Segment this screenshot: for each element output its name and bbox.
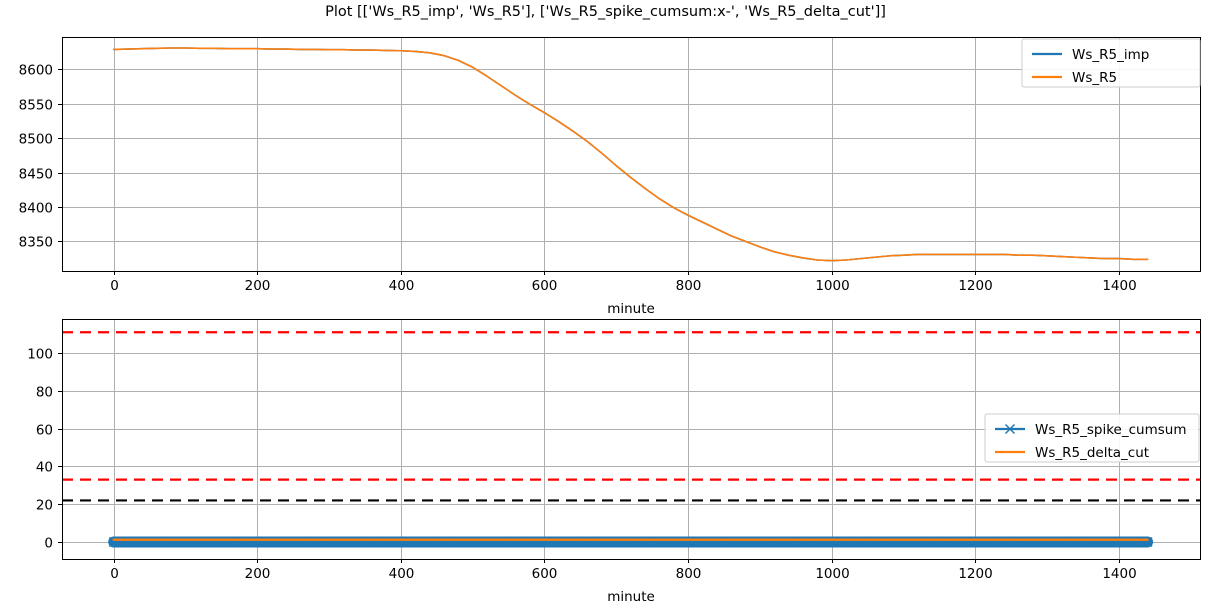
y-tick-label: 20 xyxy=(36,497,53,513)
x-tick-label: 1000 xyxy=(815,566,849,582)
legend-background xyxy=(1021,38,1201,88)
y-tick-label: 8500 xyxy=(19,131,53,147)
legend-top-axes[interactable]: Ws_R5_imp Ws_R5 xyxy=(1021,38,1201,88)
legend-label-Ws_R5_imp: Ws_R5_imp xyxy=(1072,47,1149,63)
x-tick-label: 600 xyxy=(532,278,558,294)
y-tick-label: 60 xyxy=(36,422,53,438)
y-tick-label: 100 xyxy=(27,346,53,362)
x-tick-label: 200 xyxy=(245,566,271,582)
x-tick-label: 400 xyxy=(389,566,415,582)
axes-background xyxy=(62,37,1200,271)
series-group xyxy=(62,331,1200,548)
series-group xyxy=(112,47,1149,262)
y-tick-label: 40 xyxy=(36,459,53,475)
y-tick-label: 8550 xyxy=(19,97,53,113)
legend-background xyxy=(984,413,1200,463)
axes-bottom-axes: 0 200 400 600 800 1000 1200 1400 0 20 40 60 80 100 min… xyxy=(27,318,1202,605)
series-line-Ws_R5 xyxy=(112,47,1149,262)
legend-label-Ws_R5_spike_cumsum: Ws_R5_spike_cumsum xyxy=(1035,422,1186,438)
y-tick-label: 8600 xyxy=(19,62,53,78)
x-tick-label: 800 xyxy=(676,278,702,294)
x-axis-label: minute xyxy=(607,301,655,317)
legend-label-Ws_R5: Ws_R5 xyxy=(1072,70,1117,86)
x-tick-label: 600 xyxy=(532,566,558,582)
axes-spines xyxy=(61,318,1202,561)
x-tick-label: 800 xyxy=(676,566,702,582)
figure-title: Plot [['Ws_R5_imp', 'Ws_R5'], ['Ws_R5_sp… xyxy=(325,4,886,20)
x-tick-label: 0 xyxy=(110,566,119,582)
x-tick-label: 0 xyxy=(110,278,119,294)
legend-marker-Ws_R5_spike_cumsum xyxy=(1004,423,1016,435)
x-tick-label: 1400 xyxy=(1102,566,1136,582)
legend-label-Ws_R5_delta_cut: Ws_R5_delta_cut xyxy=(1035,445,1149,461)
y-tick-label: 0 xyxy=(44,535,53,551)
y-tick-label: 80 xyxy=(36,384,53,400)
axes-spines xyxy=(61,36,1202,273)
x-axis-label: minute xyxy=(607,589,655,605)
x-tick-label: 1000 xyxy=(815,278,849,294)
x-tick-label: 1400 xyxy=(1102,278,1136,294)
y-tick-label: 8450 xyxy=(19,166,53,182)
x-tick-label: 200 xyxy=(245,278,271,294)
y-tick-label: 8400 xyxy=(19,200,53,216)
axes-top-axes: 0 200 400 600 800 1000 1200 1400 8350 8400 8450 850… xyxy=(19,36,1202,317)
x-tick-label: 1200 xyxy=(958,566,992,582)
y-tick-label: 8350 xyxy=(19,234,53,250)
legend-bottom-axes[interactable]: Ws_R5_spike_cumsum Ws_R5_delta_cut xyxy=(984,413,1200,463)
x-tick-label: 400 xyxy=(389,278,415,294)
x-tick-label: 1200 xyxy=(958,278,992,294)
